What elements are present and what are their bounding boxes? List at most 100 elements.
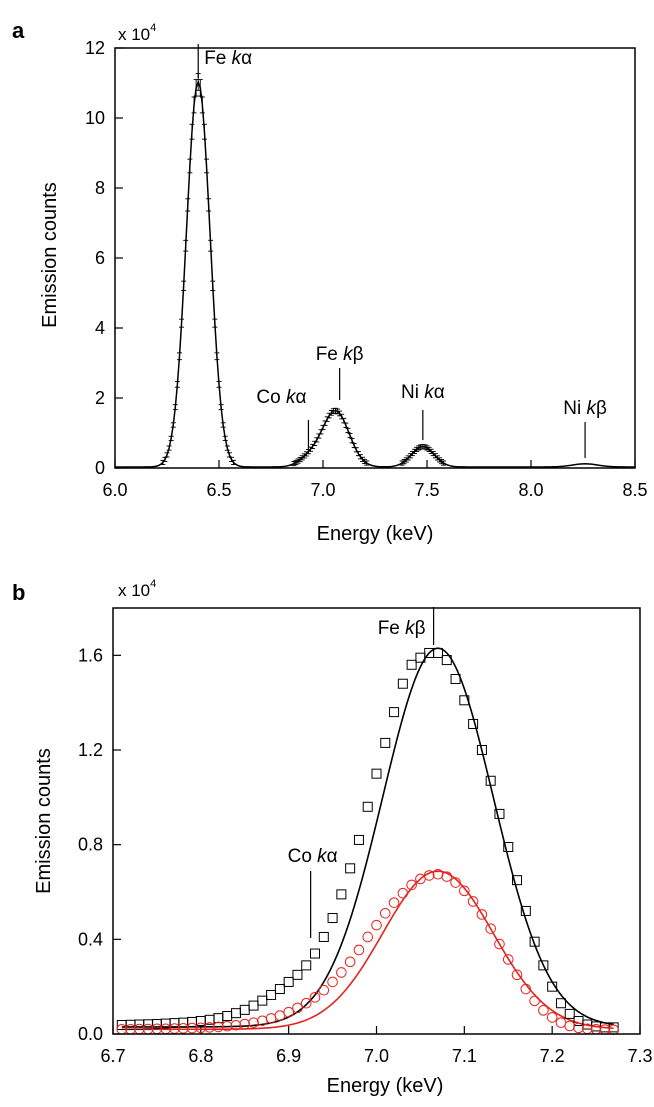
panel-b-square-point <box>547 981 558 992</box>
panel-a-x-tick-label: 6.5 <box>206 480 231 500</box>
panel-b-square-point <box>397 678 408 689</box>
panel-b-square-point <box>389 707 400 718</box>
panel-b-square-point <box>222 1011 233 1022</box>
panel-b-circle-point <box>362 931 374 943</box>
panel-b-y-tick-label: 1.6 <box>78 645 103 665</box>
panel-b-square-point <box>353 834 364 845</box>
panel-b-circle-point <box>177 1023 189 1034</box>
panel-a-peak-label: Fe kβ <box>316 344 364 365</box>
panel-b-square-point <box>512 875 523 886</box>
panel-a-y-tick-label: 6 <box>95 248 105 268</box>
panel-b-circle-point <box>467 896 479 907</box>
panel-b-square-point <box>494 808 505 819</box>
panel-b-y-tick-label: 0.0 <box>78 1024 103 1044</box>
panel-b-square-point <box>450 674 461 684</box>
panel-b-circle-point <box>353 944 365 956</box>
panel-b-x-tick-label: 6.8 <box>188 1046 213 1066</box>
panel-b-circle-point <box>318 984 330 996</box>
panel-a-y-axis-title: Emission counts <box>39 182 61 328</box>
panel-b-square-point <box>459 695 470 706</box>
panel-b-fit-lines <box>121 647 614 1031</box>
panel-a-x-tick-label: 8.5 <box>622 480 647 500</box>
panel-b-circle-point <box>529 995 540 1007</box>
panel-b-circle-point <box>511 969 523 981</box>
panel-a-peak-label: Ni kβ <box>563 398 607 419</box>
panel-b-circle-point <box>309 992 321 1003</box>
panel-b-square-point <box>555 998 566 1009</box>
panel-b-circle-point <box>476 909 488 920</box>
panel-b-x-tick-label: 7.0 <box>364 1046 389 1066</box>
panel-a: a x 104 Emission counts Energy (keV) 6.0… <box>12 18 648 545</box>
panel-a-y-tick-label: 8 <box>95 178 105 198</box>
panel-b-circle-point <box>415 873 426 885</box>
panel-a-x-tick-label: 7.0 <box>310 480 335 500</box>
panel-b-circle-point <box>239 1018 251 1030</box>
panel-b-y-tick-label: 0.8 <box>78 835 103 855</box>
panel-b-circle-point <box>195 1022 207 1034</box>
panel-a-y-tick-label: 0 <box>95 458 105 478</box>
panel-a-y-tick-label: 4 <box>95 318 105 338</box>
panel-a-y-multiplier: x 104 <box>118 22 156 44</box>
panel-b-circle-point <box>423 870 435 881</box>
panel-b-circle-point <box>406 879 417 891</box>
panel-a-y-tick-label: 2 <box>95 388 105 408</box>
panel-b-y-tick-label: 1.2 <box>78 740 103 760</box>
panel-b-square-point <box>441 655 452 666</box>
panel-b-circle-point <box>546 1012 558 1023</box>
panel-b-square-point <box>406 659 417 670</box>
panel-b-circle-point <box>599 1024 611 1035</box>
panel-b-circle-point <box>555 1017 567 1028</box>
panel-b-square-point <box>239 1004 250 1015</box>
panel-a-x-tick-label: 7.5 <box>414 480 439 500</box>
panel-b-circle-point <box>459 885 470 897</box>
panel-b-square-point <box>345 863 356 874</box>
panel-b-square-point <box>301 960 312 971</box>
panel-a-frame <box>114 47 636 469</box>
panel-b-circle-point <box>450 877 461 888</box>
panel-b-circle-point <box>485 923 496 934</box>
panel-b: b x 104 Emission counts Energy (keV) 6.7… <box>12 578 653 1097</box>
panel-a-y-ticks: 0 2 4 6 8 10 12 <box>85 38 123 478</box>
panel-b-square-point <box>248 1000 259 1011</box>
panel-a-letter: a <box>12 18 25 43</box>
panel-a-x-tick-label: 6.0 <box>102 480 127 500</box>
panel-b-circle-point <box>265 1013 277 1024</box>
panel-a-y-tick-label: 10 <box>85 108 105 128</box>
panel-a-x-tick-label: 8.0 <box>518 480 543 500</box>
panel-b-square-point <box>230 1008 241 1019</box>
panel-a-y-tick-label: 12 <box>85 38 105 58</box>
panel-a-x-axis-title: Energy (keV) <box>317 523 434 545</box>
panel-b-frame <box>112 607 641 1035</box>
panel-a-x-ticks: 6.0 6.5 7.0 7.5 8.0 8.5 <box>102 460 648 500</box>
panel-b-circle-point <box>204 1022 215 1033</box>
panel-a-peak-label: Co kα <box>256 387 306 408</box>
panel-b-square-point <box>485 775 496 786</box>
panel-a-spectrum-line <box>115 79 635 468</box>
panel-b-circle-point <box>327 976 338 988</box>
panel-b-square-point <box>213 1013 224 1024</box>
panel-b-markers <box>116 647 619 1036</box>
panel-b-square-point <box>564 1008 575 1019</box>
panel-b-square-point <box>468 718 479 729</box>
panel-b-square-point <box>538 960 549 971</box>
panel-b-x-tick-label: 7.2 <box>540 1046 565 1066</box>
panel-b-circle-point <box>573 1022 584 1034</box>
panel-b-x-tick-label: 6.9 <box>276 1046 301 1066</box>
panel-b-square-point <box>380 737 391 748</box>
panel-b-square-point <box>318 931 329 942</box>
panel-b-fe-kbeta-label: Fe kβ <box>378 618 426 639</box>
panel-b-circle-point <box>371 919 382 931</box>
panel-b-y-ticks: 0.0 0.4 0.8 1.2 1.6 <box>78 645 121 1044</box>
panel-b-square-point <box>257 995 268 1006</box>
panel-b-circle-point <box>520 983 532 995</box>
panel-b-circle-point <box>186 1022 198 1034</box>
panel-b-circle-point <box>494 938 505 950</box>
panel-b-fit-line-red <box>121 870 614 1031</box>
panel-b-letter: b <box>12 580 25 605</box>
panel-a-peak-label: Fe kα <box>204 48 252 69</box>
panel-b-circle-point <box>230 1019 242 1031</box>
panel-b-x-tick-label: 6.7 <box>100 1046 125 1066</box>
panel-b-square-point <box>520 905 531 916</box>
panel-b-circle-point <box>388 897 400 908</box>
